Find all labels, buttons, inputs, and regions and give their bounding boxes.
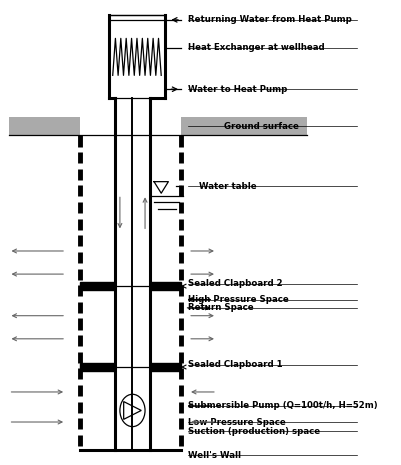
Bar	[80, 363, 114, 371]
Text: Return Space: Return Space	[188, 303, 253, 312]
Text: Sealed Clapboard 2: Sealed Clapboard 2	[188, 279, 282, 288]
Text: Low Pressure Space: Low Pressure Space	[188, 418, 285, 426]
Text: Heat Exchanger at wellhead: Heat Exchanger at wellhead	[188, 43, 324, 52]
Text: Sealed Clapboard 1: Sealed Clapboard 1	[188, 360, 282, 369]
Text: Returning Water from Heat Pump: Returning Water from Heat Pump	[188, 15, 351, 24]
Text: Water table: Water table	[198, 182, 256, 191]
Text: Ground surface: Ground surface	[223, 122, 298, 131]
Text: Suction (production) space: Suction (production) space	[188, 427, 320, 436]
Text: Well's Wall: Well's Wall	[188, 451, 241, 460]
Bar	[109, 15, 164, 99]
Bar	[150, 363, 180, 371]
Bar	[150, 282, 180, 290]
Bar	[80, 282, 114, 290]
Text: Water to Heat Pump: Water to Heat Pump	[188, 85, 287, 94]
Bar	[8, 117, 80, 135]
Bar	[180, 117, 306, 135]
Text: High Pressure Space: High Pressure Space	[188, 295, 288, 304]
Text: Submersible Pump (Q=100t/h, H=52m): Submersible Pump (Q=100t/h, H=52m)	[188, 401, 377, 410]
